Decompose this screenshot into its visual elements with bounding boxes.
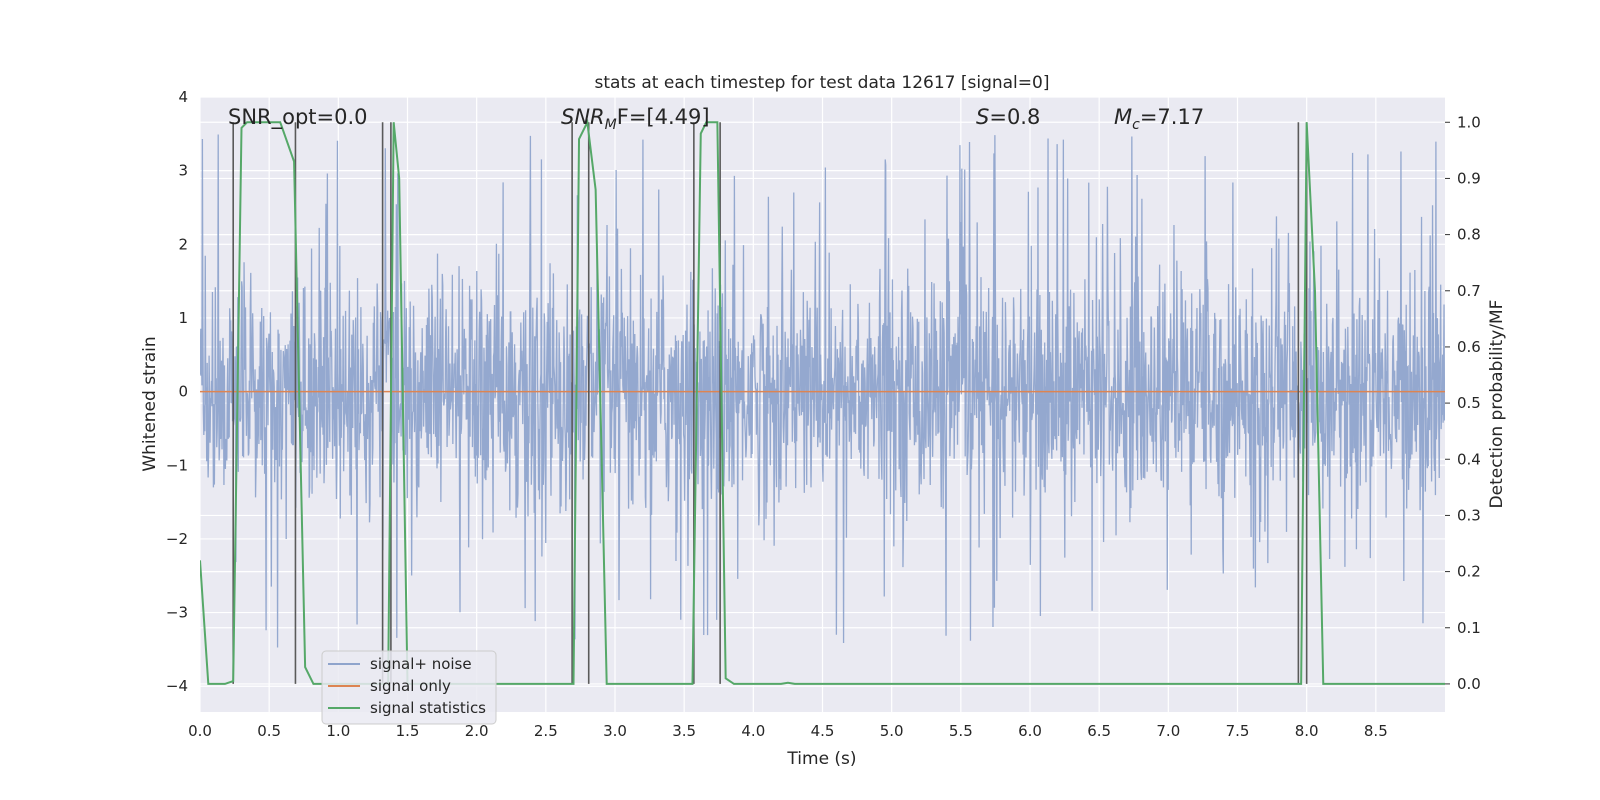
snr-mf-annotation: SNRMF=[4.49] xyxy=(561,105,710,133)
s-label: S xyxy=(976,105,989,129)
mc-base: M xyxy=(1114,105,1132,129)
x-tick-label: 7.0 xyxy=(1156,722,1180,740)
x-tick-label: 5.5 xyxy=(949,722,973,740)
signal-noise-series xyxy=(200,134,1445,648)
x-tick-label: 2.5 xyxy=(534,722,558,740)
signal-noise-line xyxy=(200,134,1445,648)
y2-tick-label: 0.9 xyxy=(1457,169,1481,187)
x-tick-label: 3.0 xyxy=(603,722,627,740)
legend-box xyxy=(321,650,497,725)
y2-tick-label: 0.5 xyxy=(1457,394,1481,412)
x-tick-label: 1.0 xyxy=(326,722,350,740)
signal-statistics-series xyxy=(200,118,1445,685)
snr-mf-rest: F=[4.49] xyxy=(617,105,710,129)
x-axis-label: Time (s) xyxy=(786,749,856,769)
legend-label-signal-only: signal only xyxy=(370,677,451,695)
signal-statistics-line xyxy=(200,118,1445,685)
x-tick-label: 3.5 xyxy=(672,722,696,740)
legend-label-signal-noise: signal+ noise xyxy=(370,655,472,673)
x-tick-label: 4.5 xyxy=(811,722,835,740)
y2-tick-label: 1.0 xyxy=(1457,113,1481,131)
x-tick-label: 2.0 xyxy=(465,722,489,740)
y-tick-label: 0 xyxy=(178,383,188,401)
snr-mf-base: SNR xyxy=(561,105,605,129)
y-tick-label: 3 xyxy=(178,162,188,180)
y2-tick-label: 0.6 xyxy=(1457,338,1481,356)
x-tick-label: 6.0 xyxy=(1018,722,1042,740)
x-tick-label: 0.5 xyxy=(257,722,281,740)
y2-axis-label: Detection probability/MF xyxy=(1487,300,1507,509)
s-value: =0.8 xyxy=(989,105,1040,129)
x-tick-label: 8.0 xyxy=(1295,722,1319,740)
y-axis-ticks: 4 3 2 1 0 −1 −2 −3 −4 xyxy=(166,88,188,695)
chart-title: stats at each timestep for test data 126… xyxy=(595,73,1050,93)
y-tick-label: −3 xyxy=(166,604,188,622)
y2-tick-label: 0.7 xyxy=(1457,282,1481,300)
legend-label-signal-statistics: signal statistics xyxy=(370,699,486,717)
y-tick-label: −4 xyxy=(166,677,188,695)
y2-tick-label: 0.1 xyxy=(1457,619,1481,637)
y-axis-label: Whitened strain xyxy=(140,336,160,471)
legend: signal+ noise signal only signal statist… xyxy=(321,650,497,725)
x-tick-label: 5.0 xyxy=(880,722,904,740)
mc-sub: c xyxy=(1132,117,1140,133)
snr-opt-annotation: SNR_opt=0.0 xyxy=(228,105,368,130)
mc-value: =7.17 xyxy=(1140,105,1204,129)
x-tick-label: 4.0 xyxy=(741,722,765,740)
y-tick-label: 1 xyxy=(178,309,188,327)
x-tick-label: 6.5 xyxy=(1087,722,1111,740)
x-tick-label: 8.5 xyxy=(1364,722,1388,740)
x-axis-ticks: 0.0 0.5 1.0 1.5 2.0 2.5 3.0 3.5 4.0 4.5 5.0 5.5 6.0 6… xyxy=(188,722,1388,740)
mc-annotation: Mc=7.17 xyxy=(1114,105,1204,133)
y2-tick-label: 0.4 xyxy=(1457,450,1481,468)
x-tick-label: 1.5 xyxy=(396,722,420,740)
x-tick-label: 0.0 xyxy=(188,722,212,740)
y-tick-label: 2 xyxy=(178,235,188,253)
y-tick-label: −2 xyxy=(166,530,188,548)
y2-tick-label: 0.2 xyxy=(1457,563,1481,581)
y2-tick-label: 0.8 xyxy=(1457,226,1481,244)
x-tick-label: 7.5 xyxy=(1226,722,1250,740)
y2-axis-ticks: 1.0 0.9 0.8 0.7 0.6 0.5 0.4 0.3 0.2 0.1 0.0 xyxy=(1445,113,1481,693)
snr-mf-sub: M xyxy=(605,117,617,133)
y-tick-label: −1 xyxy=(166,456,188,474)
y2-tick-label: 0.3 xyxy=(1457,506,1481,524)
y2-tick-label: 0.0 xyxy=(1457,675,1481,693)
y-tick-label: 4 xyxy=(178,88,188,106)
s-annotation: S=0.8 xyxy=(976,105,1040,129)
